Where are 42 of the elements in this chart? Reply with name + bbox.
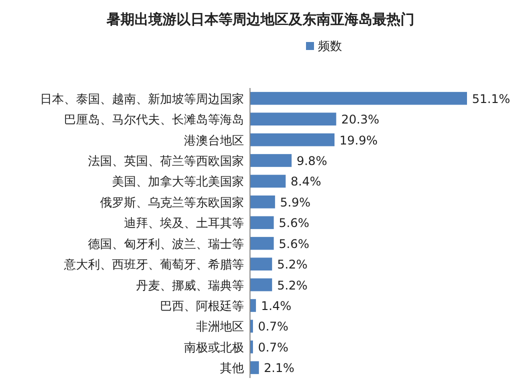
y-tick-label: 丹麦、挪威、瑞典等 [136,278,244,292]
y-tick-label: 港澳台地区 [184,133,244,148]
y-tick-label: 美国、加拿大等北美国家 [112,174,244,189]
bar [250,299,256,312]
y-tick-label: 日本、泰国、越南、新加坡等周边国家 [40,92,244,106]
data-label: 2.1% [264,361,294,376]
y-tick-label: 巴西、阿根廷等 [160,299,244,313]
y-tick-label: 巴厘岛、马尔代夫、长滩岛等海岛 [64,112,244,127]
data-label: 20.3% [341,112,380,127]
data-label: 0.7% [258,320,288,334]
legend-label: 频数 [318,39,342,53]
bar [250,174,286,188]
bar [250,92,467,105]
data-label: 51.1% [472,92,510,106]
bar [250,196,276,208]
data-label: 5.6% [278,236,310,251]
bar [250,133,335,146]
y-tick-label: 意大利、西班牙、葡萄牙、希腊等 [63,258,244,272]
data-label: 5.2% [277,258,308,272]
bar [250,216,274,230]
bar [250,258,272,270]
data-label: 1.4% [260,299,292,313]
data-label: 19.9% [340,133,378,148]
data-label: 5.2% [277,278,308,292]
data-label: 0.7% [258,340,288,354]
y-tick-label: 非洲地区 [196,320,244,334]
bar [250,112,336,126]
y-tick-label: 其他 [220,361,244,376]
y-tick-label: 俄罗斯、乌克兰等东欧国家 [100,195,244,210]
data-label: 5.9% [280,195,311,210]
data-label: 9.8% [296,154,328,168]
data-label: 8.4% [290,174,322,189]
bar [250,236,274,250]
y-tick-label: 德国、匈牙利、波兰、瑞士等 [88,236,244,251]
chart-title: 暑期出境游以日本等周边地区及东南亚海岛最热门 [106,11,414,28]
y-tick-label: 南极或北极 [184,340,244,354]
bar [250,361,259,374]
data-label: 5.6% [278,216,310,230]
y-tick-label: 迪拜、埃及、土耳其等 [124,216,244,230]
bar [250,154,292,167]
y-tick-label: 法国、英国、荷兰等西欧国家 [88,154,244,168]
bar [250,278,272,292]
